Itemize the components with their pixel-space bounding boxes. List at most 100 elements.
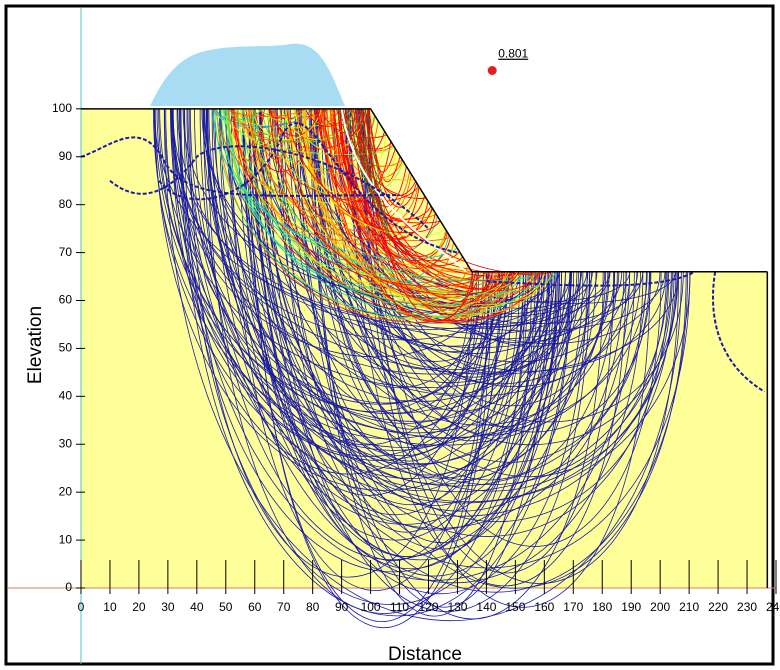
slip-surface — [153, 108, 691, 504]
slip-surface-shallow — [322, 108, 469, 300]
x-tick-label: 90 — [335, 600, 349, 614]
slip-surface-shallow — [216, 108, 507, 323]
slip-surface — [253, 108, 666, 332]
x-tick-label: 170 — [563, 600, 583, 614]
slip-surface-shallow — [250, 108, 322, 141]
slip-surface-shallow — [211, 108, 458, 260]
slip-surface — [367, 108, 614, 574]
slip-surface-shallow — [260, 108, 307, 122]
slip-surface — [179, 108, 673, 517]
slip-surface-shallow — [251, 108, 446, 284]
slip-surface-shallow — [301, 108, 545, 316]
critical-hatch — [359, 108, 384, 227]
slip-surface — [261, 108, 675, 522]
slip-surface — [153, 108, 581, 448]
x-tick-label: 180 — [592, 600, 612, 614]
distribution-cloud — [150, 43, 345, 106]
critical-surface — [340, 108, 467, 273]
slip-surface — [219, 108, 479, 496]
dashed-line — [486, 270, 696, 287]
slip-surface — [154, 108, 553, 491]
y-tick-label: 60 — [59, 293, 73, 307]
x-tick-label: 100 — [361, 600, 381, 614]
y-tick-label: 70 — [59, 245, 73, 259]
slip-surface — [314, 108, 575, 480]
slip-surface — [260, 108, 571, 577]
slip-surface-shallow — [235, 108, 415, 181]
slip-surface-shallow — [339, 108, 516, 281]
slip-surface-shallow — [237, 108, 510, 301]
x-tick-label: 200 — [650, 600, 670, 614]
slip-surface — [362, 108, 651, 608]
critical-hatch — [345, 108, 370, 193]
slip-surface — [280, 108, 502, 533]
x-tick-label: 130 — [447, 600, 467, 614]
slip-surface-shallow — [303, 108, 508, 323]
slip-surface-shallow — [296, 108, 455, 290]
x-tick-label: 190 — [621, 600, 641, 614]
slip-surface — [249, 108, 670, 537]
slip-surface-shallow — [228, 108, 306, 117]
background-layer — [8, 8, 776, 664]
x-tick-label: 10 — [103, 600, 117, 614]
slip-surface — [242, 108, 542, 570]
slip-surface — [189, 108, 473, 578]
slip-surface-shallow — [267, 108, 470, 296]
slip-surface — [189, 108, 650, 487]
slip-surface — [243, 108, 672, 485]
x-tick-label: 140 — [476, 600, 496, 614]
dashed-line — [109, 145, 430, 230]
slip-surface-shallow — [304, 108, 350, 127]
dashed-line — [158, 122, 458, 254]
slip-surface — [317, 108, 488, 428]
slip-surface — [164, 108, 555, 451]
slip-surface-shallow — [304, 108, 507, 307]
x-tick-label: 230 — [737, 600, 757, 614]
critical-hatch — [342, 108, 367, 184]
slip-surface — [268, 108, 591, 612]
slip-surface-shallow — [285, 108, 387, 194]
slip-surface-shallow — [351, 108, 509, 303]
slip-surface-shallow — [325, 108, 541, 298]
slip-surface-shallow — [333, 108, 488, 279]
slip-surface — [206, 108, 526, 614]
foreground-layer: 0 10 20 30 40 50 60 70 80 90 100 110 120 130 140 150 160… — [52, 47, 780, 615]
frame — [4, 4, 775, 666]
slip-surface — [276, 108, 521, 492]
slip-surface — [323, 108, 677, 478]
x-tick-label: 160 — [534, 600, 554, 614]
x-tick-label: 120 — [418, 600, 438, 614]
slip-surface-shallow — [254, 108, 557, 294]
y-axis-title: Elevation — [25, 306, 46, 384]
y-tick-label: 20 — [59, 484, 73, 498]
x-tick-label: 150 — [505, 600, 525, 614]
critical-hatch — [366, 108, 391, 245]
x-tick-label: 70 — [277, 600, 291, 614]
slip-surface — [322, 108, 627, 363]
slip-surface-shallow — [257, 108, 330, 119]
slip-surface — [358, 108, 652, 433]
slip-surface-shallow — [271, 108, 505, 293]
x-axis-title: Distance — [388, 644, 462, 665]
slip-surface — [252, 108, 688, 593]
x-tick-label: 80 — [306, 600, 320, 614]
x-tick-label: 210 — [679, 600, 699, 614]
y-tick-label: 30 — [59, 436, 73, 450]
slip-surface-shallow — [337, 108, 420, 239]
slip-surface — [156, 108, 648, 438]
slip-surface — [259, 108, 524, 506]
y-tick-label: 100 — [52, 101, 72, 115]
x-tick-label: 60 — [248, 600, 262, 614]
y-tick-label: 90 — [59, 149, 73, 163]
dashed-line — [712, 271, 765, 393]
slip-surface — [313, 108, 548, 608]
slip-surface — [154, 108, 641, 446]
y-tick-label: 50 — [59, 341, 73, 355]
slip-surface — [259, 108, 598, 335]
ground-profile — [81, 108, 768, 273]
y-tick-label: 10 — [59, 532, 73, 546]
slip-surface-shallow — [220, 108, 524, 306]
slip-surface — [205, 108, 484, 413]
slip-surface-shallow — [233, 108, 419, 241]
